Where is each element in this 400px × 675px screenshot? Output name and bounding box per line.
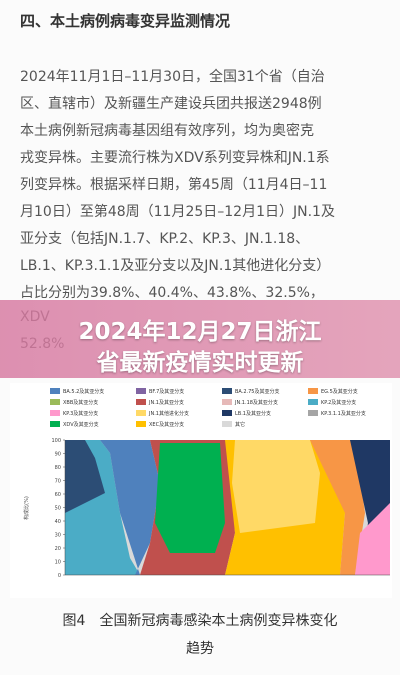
legend-label: KP.2及其亚分支 [321, 399, 356, 406]
legend-swatch [308, 399, 318, 405]
legend: BA.5.2及其亚分支 BF.7及其亚分支 BA.2.75及其亚分支 EG.5及其亚分… [50, 388, 366, 428]
y-tick-label: 60 [55, 492, 61, 498]
legend-label: BA.2.75及其亚分支 [235, 388, 280, 395]
y-tick-label: 100 [51, 438, 61, 444]
legend-label: XBB及其亚分支 [63, 399, 98, 406]
legend-label: LB.1及其亚分支 [235, 410, 271, 417]
paragraph-line: 区、直辖市）及新疆生产建设兵团共报送2948例 [20, 96, 322, 112]
overlay-banner [0, 300, 400, 378]
legend-label: JN.1.18及其亚分支 [234, 399, 278, 406]
legend-label: KP.3及其亚分支 [63, 410, 98, 417]
legend-swatch [222, 421, 232, 427]
y-tick-label: 0 [58, 573, 61, 579]
y-tick-label: 70 [55, 479, 61, 485]
figure-caption: 趋势 [186, 641, 214, 657]
area [155, 443, 225, 553]
y-tick-label: 20 [55, 546, 61, 552]
area [355, 503, 390, 575]
banner-title: 2024年12月27日浙江 [78, 319, 322, 345]
figure-image: BA.5.2及其亚分支 BF.7及其亚分支 BA.2.75及其亚分支 EG.5及其亚分… [10, 383, 392, 598]
legend-swatch [136, 421, 146, 427]
y-tick-label: 50 [55, 506, 61, 512]
paragraph-line: 列变异株。根据采样日期，第45周（11月4日–11 [20, 177, 328, 193]
section-heading: 四、本土病例病毒变异监测情况 [20, 12, 231, 30]
y-axis-label: 构成比(%) [23, 496, 30, 520]
legend-swatch [136, 388, 146, 394]
legend-label: 其它 [235, 421, 245, 428]
legend-swatch [136, 399, 146, 405]
legend-swatch [222, 388, 232, 394]
plot-areas [65, 440, 390, 575]
paragraph-line: 占比分别为39.8%、40.4%、43.8%、32.5%， [20, 285, 324, 301]
legend-label: KP.3.1.1及其亚分支 [321, 410, 366, 417]
area [232, 440, 320, 533]
legend-swatch [50, 388, 60, 394]
legend-swatch [50, 410, 60, 416]
y-tick-label: 40 [55, 519, 61, 525]
legend-label: XDV及其亚分支 [63, 421, 99, 428]
paragraph-line: 戎变异株。主要流行株为XDV系列变异株和JN.1系 [20, 150, 330, 166]
legend-label: EG.5及其亚分支 [321, 388, 358, 395]
banner-title: 省最新疫情实时更新 [96, 350, 304, 376]
y-tick-label: 30 [55, 533, 61, 539]
area [65, 440, 105, 513]
legend-label: JN.1其他进化分支 [148, 410, 189, 417]
y-tick-label: 10 [55, 560, 61, 566]
paragraph-line: 2024年11月1日–11月30日，全国31个省（自治 [20, 69, 325, 85]
y-tick-label: 80 [55, 465, 61, 471]
legend-swatch [222, 399, 232, 405]
legend-swatch [222, 410, 232, 416]
paragraph-line: LB.1、KP.3.1.1及亚分支以及JN.1其他进化分支） [20, 258, 331, 274]
area [310, 440, 365, 575]
paragraph-line: 本土病例新冠病毒基因组有效序列，均为奥密克 [20, 123, 314, 139]
legend-label: XEC及其亚分支 [149, 421, 184, 428]
legend-swatch [136, 410, 146, 416]
legend-swatch [50, 421, 60, 427]
paragraph-line: 月10日）至第48周（11月25日–12月1日）JN.1及 [20, 204, 335, 220]
legend-label: BF.7及其亚分支 [149, 388, 184, 395]
legend-swatch [308, 410, 318, 416]
legend-label: JN.1及其亚分支 [148, 399, 184, 406]
figure-caption: 图4 全国新冠病毒感染本土病例变异株变化 [62, 613, 338, 629]
y-tick-label: 90 [55, 452, 61, 458]
legend-swatch [50, 399, 60, 405]
paragraph-line: 亚分支（包括JN.1.7、KP.2、KP.3、JN.1.18、 [20, 231, 310, 247]
area [100, 440, 160, 575]
legend-swatch [308, 388, 318, 394]
legend-label: BA.5.2及其亚分支 [63, 388, 104, 395]
